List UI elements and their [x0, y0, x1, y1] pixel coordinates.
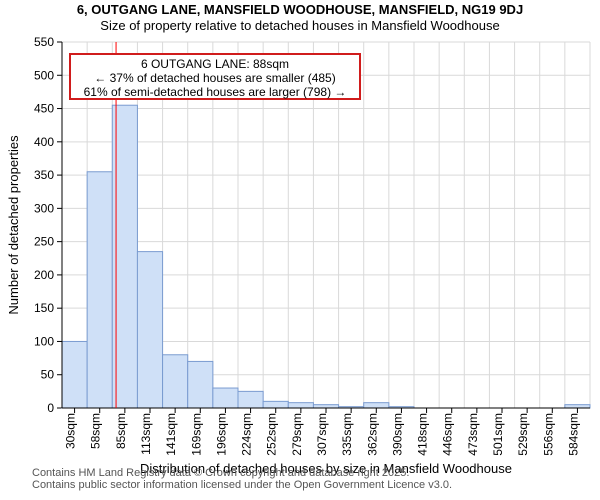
x-tick-label: 501sqm: [491, 413, 505, 456]
x-tick-label: 85sqm: [114, 413, 128, 449]
x-tick-label: 362sqm: [365, 413, 379, 456]
x-tick-label: 446sqm: [441, 413, 455, 456]
x-tick-label: 30sqm: [64, 413, 78, 449]
y-tick-label: 150: [34, 301, 54, 315]
annotation-line: ← 37% of detached houses are smaller (48…: [94, 71, 335, 85]
y-axis-label: Number of detached properties: [6, 135, 21, 315]
x-tick-label: 252sqm: [265, 413, 279, 456]
footer-line: Contains HM Land Registry data © Crown c…: [32, 467, 409, 479]
annotation-line: 61% of semi-detached houses are larger (…: [84, 85, 347, 99]
title-sub: Size of property relative to detached ho…: [100, 18, 499, 33]
footer-line: Contains public sector information licen…: [32, 479, 452, 491]
bar: [263, 401, 288, 408]
chart-container: { "chart": { "type": "histogram", "width…: [0, 0, 600, 500]
y-tick-label: 400: [34, 135, 54, 149]
bar: [137, 252, 162, 408]
x-tick-label: 335sqm: [340, 413, 354, 456]
bar: [238, 391, 263, 408]
x-tick-label: 390sqm: [390, 413, 404, 456]
x-tick-label: 529sqm: [516, 413, 530, 456]
x-tick-label: 279sqm: [290, 413, 304, 456]
histogram-svg: 6, OUTGANG LANE, MANSFIELD WOODHOUSE, MA…: [0, 0, 600, 500]
title-main: 6, OUTGANG LANE, MANSFIELD WOODHOUSE, MA…: [77, 2, 523, 17]
y-tick-label: 50: [41, 368, 55, 382]
bar: [62, 341, 87, 408]
x-tick-label: 418sqm: [416, 413, 430, 456]
y-tick-label: 300: [34, 201, 54, 215]
y-tick-label: 450: [34, 102, 54, 116]
bar: [188, 361, 213, 408]
x-tick-label: 584sqm: [566, 413, 580, 456]
bar: [213, 388, 238, 408]
bar: [288, 403, 313, 408]
annotation-line: 6 OUTGANG LANE: 88sqm: [141, 57, 289, 71]
y-tick-label: 0: [47, 401, 54, 415]
y-tick-label: 250: [34, 235, 54, 249]
x-tick-label: 141sqm: [164, 413, 178, 456]
y-tick-label: 100: [34, 334, 54, 348]
x-tick-label: 307sqm: [315, 413, 329, 456]
x-tick-label: 556sqm: [541, 413, 555, 456]
x-tick-label: 224sqm: [240, 413, 254, 456]
x-tick-label: 169sqm: [189, 413, 203, 456]
x-tick-label: 473sqm: [466, 413, 480, 456]
y-tick-label: 550: [34, 35, 54, 49]
y-tick-label: 200: [34, 268, 54, 282]
y-tick-label: 500: [34, 68, 54, 82]
bar: [87, 172, 112, 408]
bar: [163, 355, 188, 408]
x-tick-label: 196sqm: [214, 413, 228, 456]
x-tick-label: 58sqm: [89, 413, 103, 449]
y-tick-label: 350: [34, 168, 54, 182]
bar: [364, 403, 389, 408]
x-tick-label: 113sqm: [139, 413, 153, 455]
